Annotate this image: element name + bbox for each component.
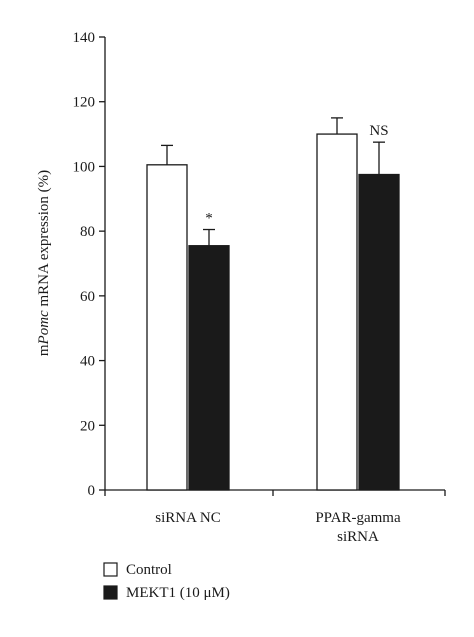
legend-label: Control — [126, 562, 172, 578]
y-tick-label: 80 — [80, 224, 95, 240]
y-tick-label: 20 — [80, 418, 95, 434]
y-axis: 0 20 40 60 80 100 120 140 — [73, 30, 106, 499]
legend-swatch — [103, 585, 118, 600]
y-axis-label: mPomc mRNA expression (%) — [36, 170, 52, 356]
legend-label: MEKT1 (10 μM) — [126, 585, 230, 601]
bar — [316, 133, 358, 491]
y-tick-label: 40 — [80, 354, 95, 370]
x-category-label: PPAR-gamma siRNA — [315, 510, 401, 545]
significance-label: * — [205, 211, 213, 227]
annotations: * NS — [205, 123, 388, 226]
legend: Control MEKT1 (10 μM) — [103, 562, 230, 601]
y-tick-label: 140 — [73, 30, 96, 46]
bar — [358, 173, 400, 491]
y-tick-label: 0 — [88, 483, 96, 499]
x-category-label: siRNA NC — [155, 510, 220, 526]
bars — [146, 117, 400, 491]
y-tick-label: 100 — [73, 159, 96, 175]
y-tick-label: 120 — [73, 95, 96, 111]
y-tick-label: 60 — [80, 289, 95, 305]
bar — [146, 164, 188, 491]
bar — [188, 245, 230, 491]
y-axis-title: mPomc mRNA expression (%) — [36, 170, 52, 356]
legend-swatch — [103, 562, 118, 577]
significance-label: NS — [369, 123, 388, 139]
x-axis: siRNA NC PPAR-gamma siRNA — [104, 489, 446, 545]
